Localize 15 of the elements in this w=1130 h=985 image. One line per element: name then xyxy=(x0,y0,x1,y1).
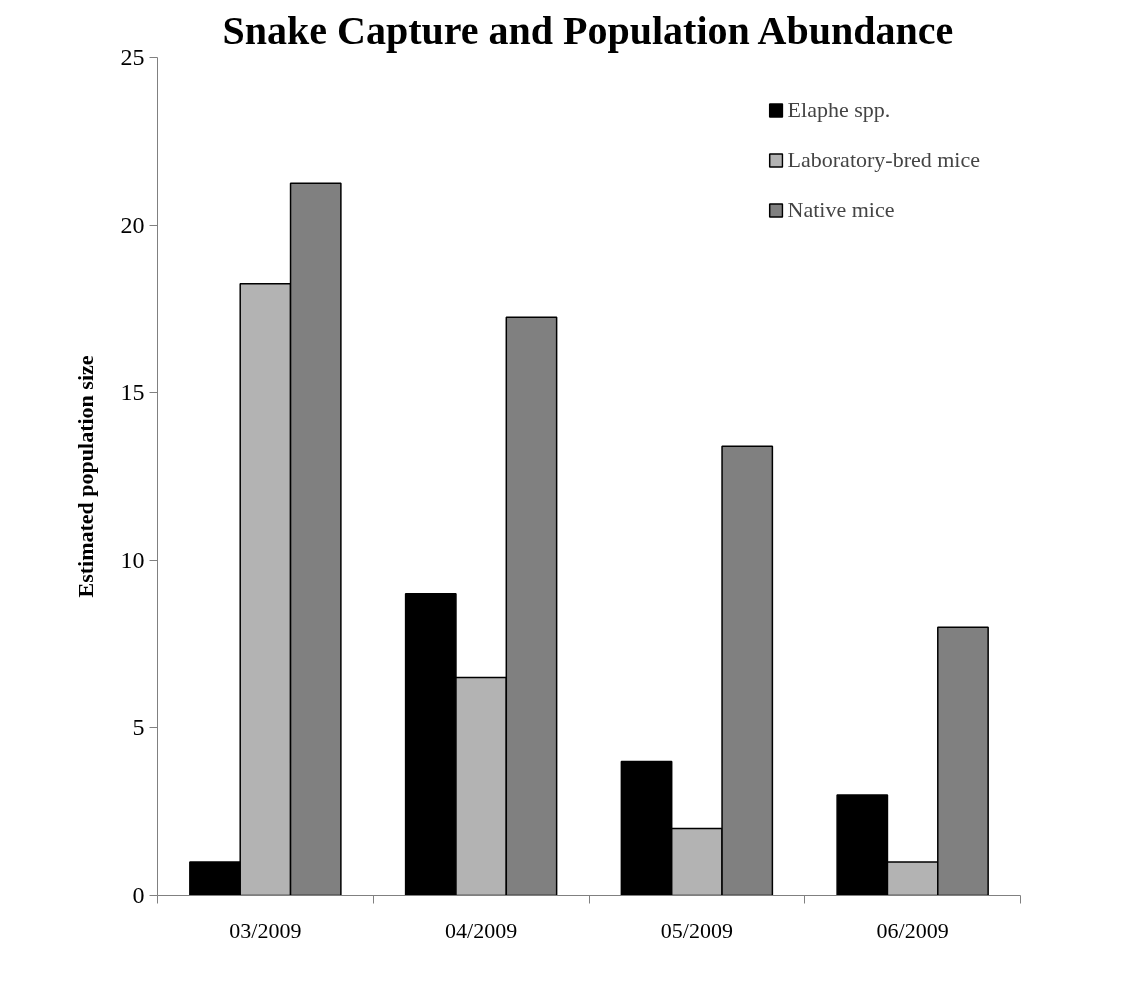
y-tick-label: 10 xyxy=(120,546,145,573)
legend-label: Native mice xyxy=(787,197,895,223)
y-tick-label: 0 xyxy=(132,882,145,908)
y-axis-title: Estimated population size xyxy=(72,355,98,598)
legend-label: Laboratory-bred mice xyxy=(787,147,980,173)
legend-label: Elaphe spp. xyxy=(787,97,891,123)
x-tick-label: 06/2009 xyxy=(876,917,949,943)
chart-title: Snake Capture and Population Abundance xyxy=(222,7,954,53)
y-tick-label: 20 xyxy=(120,211,145,238)
x-tick-label: 04/2009 xyxy=(445,917,518,943)
x-tick-label: 05/2009 xyxy=(660,917,733,943)
x-tick-label: 03/2009 xyxy=(229,917,302,943)
y-tick-label: 5 xyxy=(132,714,145,741)
y-tick-label: 15 xyxy=(120,379,145,406)
y-tick-label: 25 xyxy=(120,44,145,70)
